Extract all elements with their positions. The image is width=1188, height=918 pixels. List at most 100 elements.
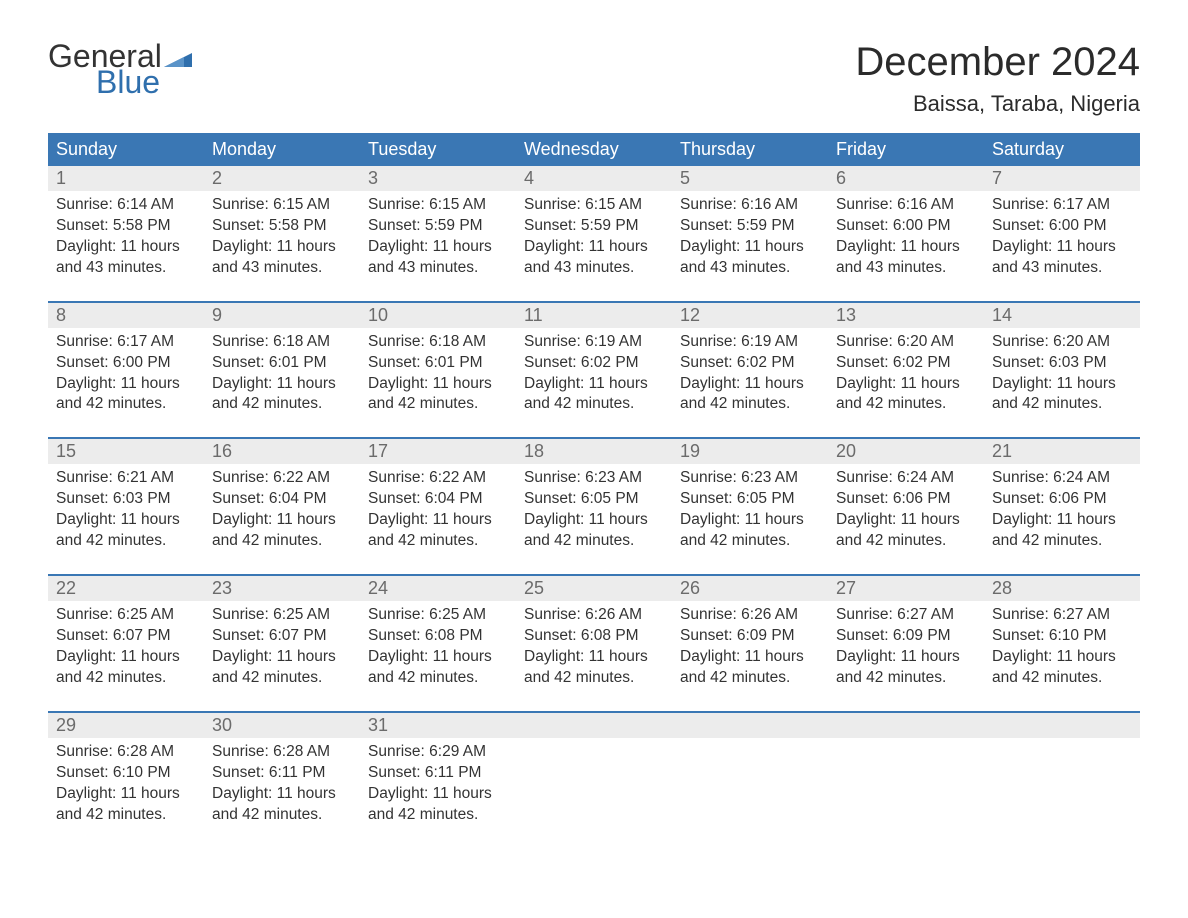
calendar-cell: Sunrise: 6:16 AMSunset: 6:00 PMDaylight:…	[828, 191, 984, 283]
calendar-cell: Sunrise: 6:19 AMSunset: 6:02 PMDaylight:…	[672, 328, 828, 420]
calendar-cell	[984, 738, 1140, 830]
calendar-cell: Sunrise: 6:17 AMSunset: 6:00 PMDaylight:…	[984, 191, 1140, 283]
sunrise-text: Sunrise: 6:20 AM	[992, 332, 1132, 353]
daylight-line1: Daylight: 11 hours	[212, 647, 352, 668]
date-row: 15161718192021	[48, 439, 1140, 464]
daylight-line2: and 42 minutes.	[212, 668, 352, 689]
daylight-line1: Daylight: 11 hours	[56, 647, 196, 668]
daylight-line1: Daylight: 11 hours	[368, 647, 508, 668]
daylight-line2: and 42 minutes.	[680, 668, 820, 689]
calendar-cell: Sunrise: 6:20 AMSunset: 6:03 PMDaylight:…	[984, 328, 1140, 420]
page-title: December 2024	[855, 40, 1140, 85]
calendar-cell: Sunrise: 6:19 AMSunset: 6:02 PMDaylight:…	[516, 328, 672, 420]
sunrise-text: Sunrise: 6:23 AM	[524, 468, 664, 489]
calendar-cell: Sunrise: 6:24 AMSunset: 6:06 PMDaylight:…	[984, 464, 1140, 556]
daylight-line1: Daylight: 11 hours	[56, 784, 196, 805]
daylight-line2: and 43 minutes.	[524, 258, 664, 279]
logo-blue-text: Blue	[96, 66, 192, 98]
calendar-cell: Sunrise: 6:28 AMSunset: 6:10 PMDaylight:…	[48, 738, 204, 830]
daylight-line2: and 42 minutes.	[368, 668, 508, 689]
daylight-line1: Daylight: 11 hours	[212, 374, 352, 395]
daylight-line1: Daylight: 11 hours	[212, 237, 352, 258]
sunset-text: Sunset: 6:05 PM	[524, 489, 664, 510]
sunset-text: Sunset: 6:04 PM	[212, 489, 352, 510]
calendar-date-number: 7	[984, 166, 1140, 191]
location-text: Baissa, Taraba, Nigeria	[855, 91, 1140, 117]
day-header-row: Sunday Monday Tuesday Wednesday Thursday…	[48, 133, 1140, 166]
sunrise-text: Sunrise: 6:28 AM	[56, 742, 196, 763]
day-header-monday: Monday	[204, 133, 360, 166]
sunrise-text: Sunrise: 6:28 AM	[212, 742, 352, 763]
calendar-date-number: 8	[48, 303, 204, 328]
header: General Blue December 2024 Baissa, Tarab…	[48, 40, 1140, 117]
daylight-line1: Daylight: 11 hours	[368, 374, 508, 395]
logo-flag-icon	[164, 49, 192, 67]
sunset-text: Sunset: 6:10 PM	[56, 763, 196, 784]
calendar-date-number: 11	[516, 303, 672, 328]
date-row: 1234567	[48, 166, 1140, 191]
sunrise-text: Sunrise: 6:15 AM	[368, 195, 508, 216]
sunset-text: Sunset: 6:07 PM	[212, 626, 352, 647]
calendar-cell: Sunrise: 6:27 AMSunset: 6:09 PMDaylight:…	[828, 601, 984, 693]
daylight-line1: Daylight: 11 hours	[992, 374, 1132, 395]
calendar-cell: Sunrise: 6:15 AMSunset: 5:59 PMDaylight:…	[360, 191, 516, 283]
sunset-text: Sunset: 6:06 PM	[992, 489, 1132, 510]
calendar-week: 891011121314Sunrise: 6:17 AMSunset: 6:00…	[48, 301, 1140, 420]
daylight-line2: and 42 minutes.	[680, 394, 820, 415]
sunrise-text: Sunrise: 6:16 AM	[836, 195, 976, 216]
daylight-line2: and 43 minutes.	[836, 258, 976, 279]
sunrise-text: Sunrise: 6:29 AM	[368, 742, 508, 763]
daylight-line2: and 42 minutes.	[56, 531, 196, 552]
daylight-line1: Daylight: 11 hours	[524, 510, 664, 531]
sunset-text: Sunset: 6:06 PM	[836, 489, 976, 510]
daylight-line2: and 42 minutes.	[992, 531, 1132, 552]
calendar-date-number: 23	[204, 576, 360, 601]
calendar-date-number: 17	[360, 439, 516, 464]
day-header-tuesday: Tuesday	[360, 133, 516, 166]
calendar-cell: Sunrise: 6:27 AMSunset: 6:10 PMDaylight:…	[984, 601, 1140, 693]
sunset-text: Sunset: 6:03 PM	[56, 489, 196, 510]
daylight-line2: and 43 minutes.	[56, 258, 196, 279]
calendar-date-number	[984, 713, 1140, 738]
daylight-line1: Daylight: 11 hours	[368, 510, 508, 531]
calendar-cell: Sunrise: 6:25 AMSunset: 6:08 PMDaylight:…	[360, 601, 516, 693]
daylight-line2: and 42 minutes.	[836, 668, 976, 689]
sunrise-text: Sunrise: 6:24 AM	[836, 468, 976, 489]
daylight-line2: and 42 minutes.	[524, 394, 664, 415]
calendar-date-number: 21	[984, 439, 1140, 464]
sunset-text: Sunset: 5:59 PM	[680, 216, 820, 237]
calendar-cell: Sunrise: 6:26 AMSunset: 6:08 PMDaylight:…	[516, 601, 672, 693]
calendar-cell: Sunrise: 6:22 AMSunset: 6:04 PMDaylight:…	[204, 464, 360, 556]
daylight-line1: Daylight: 11 hours	[680, 237, 820, 258]
calendar-cell: Sunrise: 6:22 AMSunset: 6:04 PMDaylight:…	[360, 464, 516, 556]
daylight-line1: Daylight: 11 hours	[680, 374, 820, 395]
daylight-line2: and 43 minutes.	[680, 258, 820, 279]
calendar-cell: Sunrise: 6:17 AMSunset: 6:00 PMDaylight:…	[48, 328, 204, 420]
calendar-cell: Sunrise: 6:15 AMSunset: 5:58 PMDaylight:…	[204, 191, 360, 283]
sunset-text: Sunset: 6:00 PM	[836, 216, 976, 237]
sunset-text: Sunset: 5:59 PM	[524, 216, 664, 237]
sunrise-text: Sunrise: 6:19 AM	[524, 332, 664, 353]
sunset-text: Sunset: 5:58 PM	[212, 216, 352, 237]
sunset-text: Sunset: 6:00 PM	[992, 216, 1132, 237]
sunrise-text: Sunrise: 6:15 AM	[524, 195, 664, 216]
calendar-date-number: 14	[984, 303, 1140, 328]
calendar-week: 15161718192021Sunrise: 6:21 AMSunset: 6:…	[48, 437, 1140, 556]
daylight-line1: Daylight: 11 hours	[56, 237, 196, 258]
calendar-cell	[672, 738, 828, 830]
daylight-line2: and 42 minutes.	[368, 531, 508, 552]
daylight-line1: Daylight: 11 hours	[836, 510, 976, 531]
calendar-date-number: 13	[828, 303, 984, 328]
sunset-text: Sunset: 6:08 PM	[368, 626, 508, 647]
sunrise-text: Sunrise: 6:14 AM	[56, 195, 196, 216]
sunset-text: Sunset: 6:02 PM	[524, 353, 664, 374]
sunset-text: Sunset: 6:10 PM	[992, 626, 1132, 647]
calendar-date-number: 24	[360, 576, 516, 601]
sunrise-text: Sunrise: 6:15 AM	[212, 195, 352, 216]
daylight-line1: Daylight: 11 hours	[680, 510, 820, 531]
sunset-text: Sunset: 6:03 PM	[992, 353, 1132, 374]
daylight-line2: and 43 minutes.	[992, 258, 1132, 279]
calendar-date-number: 29	[48, 713, 204, 738]
calendar-date-number: 9	[204, 303, 360, 328]
sunrise-text: Sunrise: 6:16 AM	[680, 195, 820, 216]
